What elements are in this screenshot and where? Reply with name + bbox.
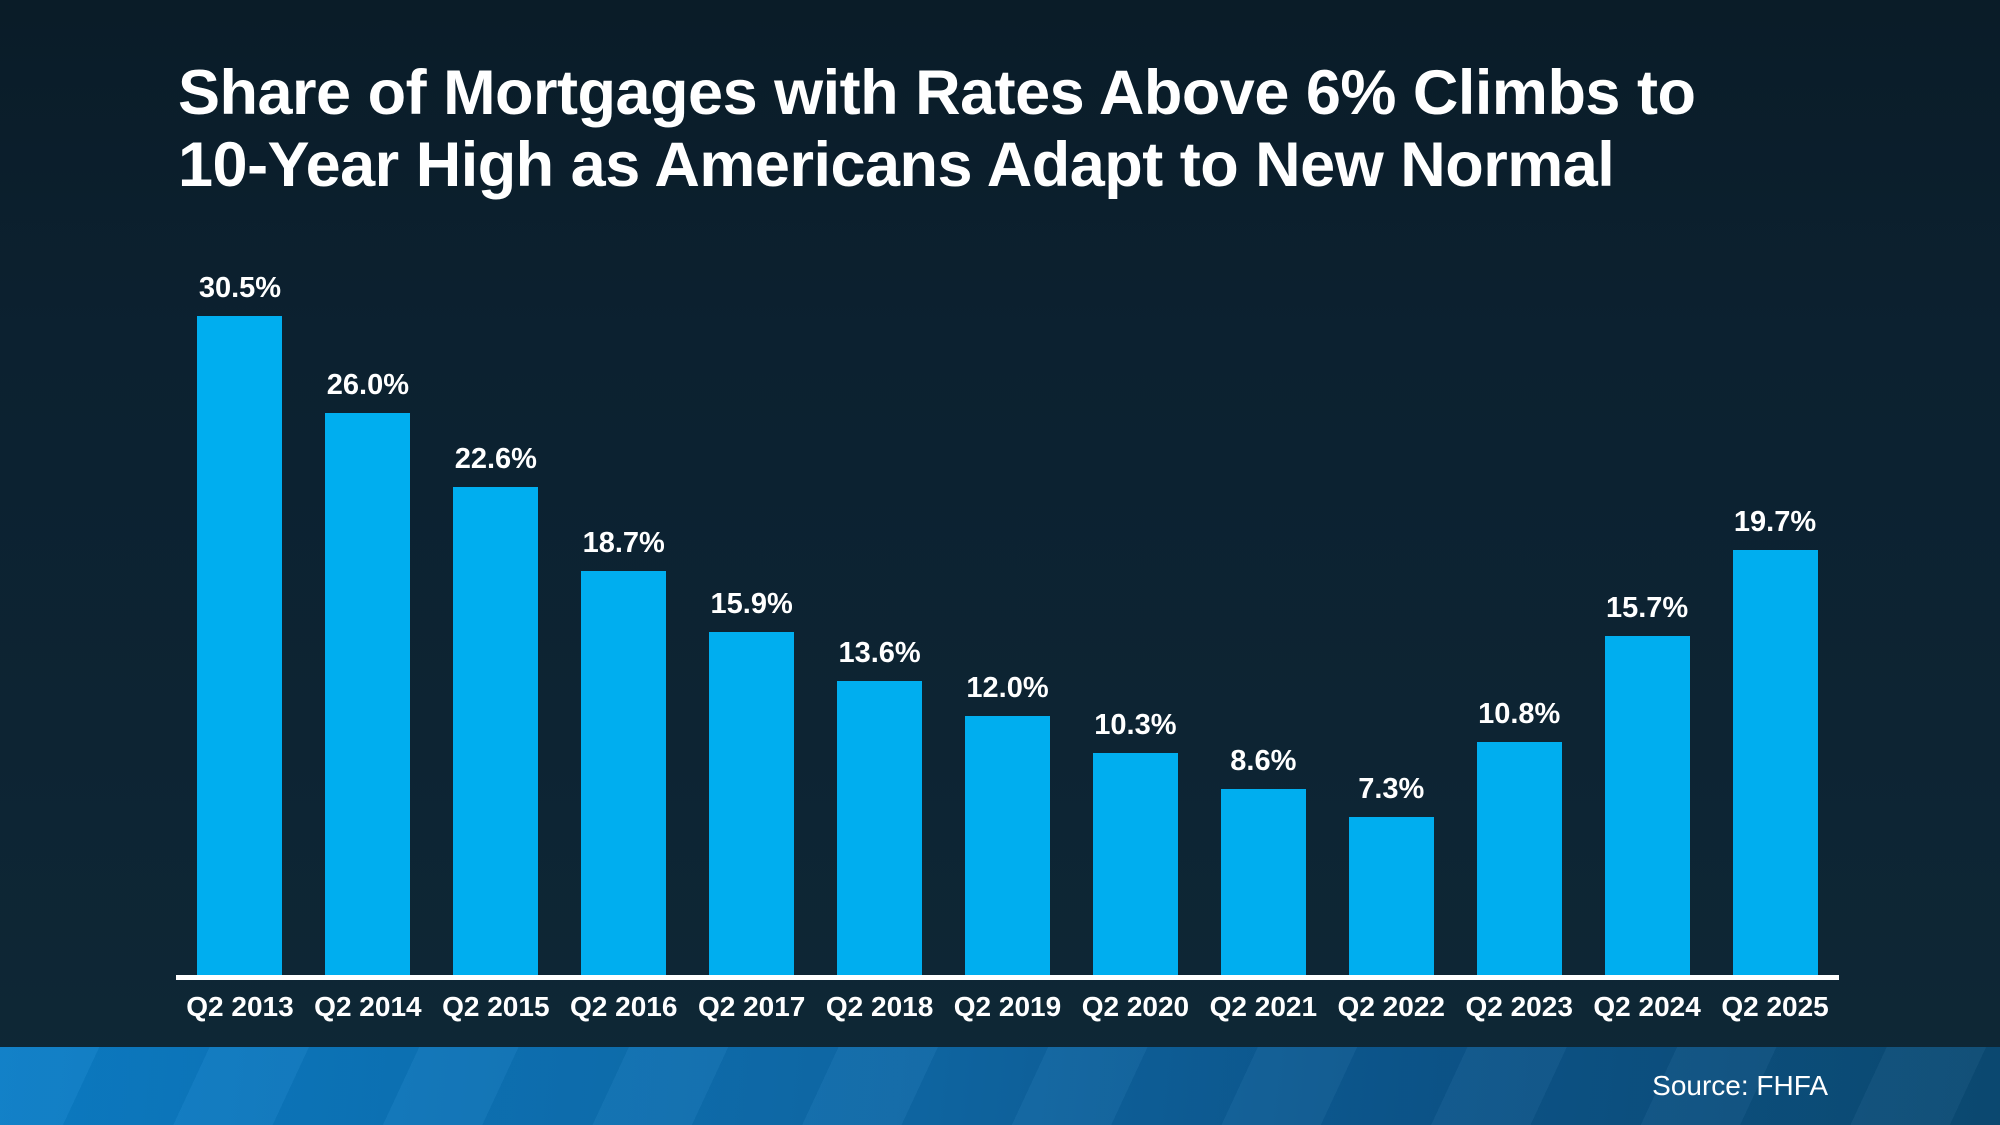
bar-value-label: 26.0%: [326, 369, 409, 402]
chart-title: Share of Mortgages with Rates Above 6% C…: [178, 58, 1898, 202]
bar-group: 12.0%: [944, 672, 1072, 975]
chart-title-line1: Share of Mortgages with Rates Above 6% C…: [178, 58, 1696, 128]
x-axis-label: Q2 2015: [442, 991, 550, 1022]
bar: [964, 715, 1050, 975]
footer-band: Source: FHFA: [0, 1047, 2000, 1125]
bar-group: 10.8%: [1455, 698, 1583, 975]
bar: [197, 316, 283, 975]
x-axis-label: Q2 2017: [697, 991, 806, 1022]
bar-group: 22.6%: [432, 443, 560, 975]
x-axis-baseline: [176, 975, 1839, 980]
bar-value-label: 10.8%: [1478, 697, 1561, 730]
x-axis-label: Q2 2023: [1465, 991, 1573, 1022]
bar-value-label: 12.0%: [966, 671, 1049, 704]
x-axis-label: Q2 2021: [1209, 991, 1318, 1022]
bar-value-label: 30.5%: [198, 272, 282, 305]
axis-row: Q2 2013 Q2 2014 Q2 2015 Q2 2016 Q2 2017 Q2 20…: [176, 991, 1839, 1023]
bar-value-label: 18.7%: [582, 527, 665, 560]
x-axis-label: Q2 2016: [570, 991, 678, 1022]
bar-value-label: 13.6%: [838, 637, 921, 670]
bar-group: 8.6%: [1199, 745, 1327, 975]
bar-value-label: 22.6%: [454, 442, 537, 475]
bar: [709, 631, 795, 975]
bar-group: 19.7%: [1711, 505, 1839, 975]
bar-group: 10.3%: [1071, 708, 1199, 975]
bar-value-label: 7.3%: [1358, 773, 1425, 806]
bar: [1604, 635, 1690, 975]
bar-group: 7.3%: [1327, 773, 1455, 975]
bar-group: 30.5%: [176, 272, 304, 975]
bar: [1476, 741, 1562, 975]
x-axis-label: Q2 2025: [1721, 991, 1829, 1022]
bar-value-label: 15.9%: [710, 587, 793, 620]
x-axis-label: Q2 2020: [1081, 991, 1190, 1022]
bar-group: 26.0%: [304, 369, 432, 975]
bar-group: 15.7%: [1583, 592, 1711, 975]
bar: [453, 486, 539, 975]
x-axis-label: Q2 2022: [1337, 991, 1445, 1022]
x-axis-label: Q2 2013: [186, 991, 294, 1022]
source-note: Source: FHFA: [1652, 1070, 1828, 1101]
bar-value-label: 10.3%: [1094, 708, 1177, 741]
bar-group: 18.7%: [560, 527, 688, 975]
bar-group: 13.6%: [816, 637, 944, 975]
x-axis-label: Q2 2019: [953, 991, 1062, 1022]
bar-group: 15.9%: [688, 588, 816, 975]
bars-row: 30.5% 26.0% 22.6% 18.7% 15.9% 13.6% 12.0% 10.3%…: [176, 272, 1839, 975]
bar-value-label: 8.6%: [1230, 745, 1297, 778]
bar: [1220, 789, 1306, 975]
x-axis-label: Q2 2014: [314, 991, 422, 1022]
bar: [837, 681, 923, 975]
x-axis-label: Q2 2024: [1593, 991, 1701, 1022]
bar: [1092, 752, 1178, 975]
footer-band-sheen: [0, 1047, 2000, 1125]
bar: [325, 413, 411, 975]
bar: [1348, 817, 1434, 975]
bar-value-label: 15.7%: [1605, 591, 1689, 624]
bar: [581, 571, 667, 975]
bar: [1732, 549, 1818, 975]
x-axis-label: Q2 2018: [825, 991, 934, 1022]
chart-title-line2: 10-Year High as Americans Adapt to New N…: [178, 129, 1615, 200]
bar-value-label: 19.7%: [1733, 505, 1817, 538]
